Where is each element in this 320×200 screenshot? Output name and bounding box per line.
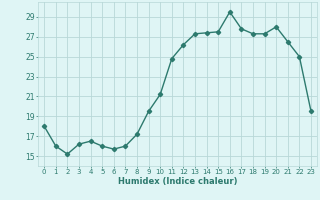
X-axis label: Humidex (Indice chaleur): Humidex (Indice chaleur) bbox=[118, 177, 237, 186]
